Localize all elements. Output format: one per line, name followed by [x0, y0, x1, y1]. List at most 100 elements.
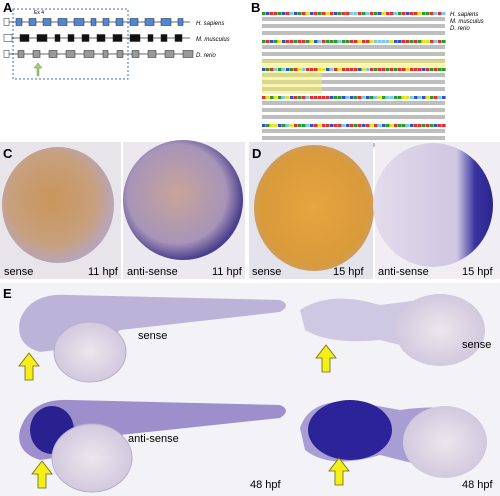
conservation-bar: [398, 40, 402, 43]
conservation-bar: [418, 96, 422, 99]
condition-label: sense: [462, 339, 491, 351]
exon: [57, 18, 68, 26]
conservation-bar: [370, 68, 374, 71]
conservation-bar: [318, 124, 322, 127]
conservation-bar: [390, 96, 394, 99]
conservation-bar: [442, 124, 446, 127]
conservation-bar: [286, 68, 290, 71]
conservation-bar: [398, 68, 402, 71]
species-name: D. rerio: [196, 53, 216, 59]
conservation-bar: [318, 68, 322, 71]
conservation-bar: [366, 12, 370, 15]
conservation-bar: [378, 68, 382, 71]
exon: [48, 50, 58, 58]
conservation-bar: [382, 68, 386, 71]
exon: [83, 50, 95, 58]
conservation-bar: [346, 124, 350, 127]
highlight: [262, 72, 322, 94]
conservation-bar: [314, 68, 318, 71]
conservation-bar: [310, 96, 314, 99]
conservation-bar: [422, 96, 426, 99]
conservation-bar: [266, 12, 270, 15]
conservation-bar: [350, 40, 354, 43]
conservation-bar: [414, 96, 418, 99]
conservation-bar: [302, 124, 306, 127]
conservation-bar: [366, 68, 370, 71]
conservation-bar: [338, 12, 342, 15]
conservation-bar: [286, 40, 290, 43]
exon: [144, 18, 155, 26]
conservation-bar: [326, 96, 330, 99]
conservation-bar: [338, 40, 342, 43]
conservation-bar: [278, 96, 282, 99]
conservation-bar: [430, 40, 434, 43]
conservation-bar: [386, 124, 390, 127]
conservation-bar: [306, 12, 310, 15]
exon: [116, 50, 124, 58]
yolk: [395, 294, 485, 366]
exon: [67, 34, 75, 42]
conservation-bar: [422, 124, 426, 127]
conservation-bar: [274, 96, 278, 99]
conservation-bar: [362, 40, 366, 43]
conservation-bar: [330, 68, 334, 71]
exon: [32, 50, 41, 58]
panel-label: A: [3, 0, 13, 15]
conservation-bar: [382, 124, 386, 127]
conservation-bar: [426, 12, 430, 15]
conservation-bar: [282, 40, 286, 43]
sequence-line: [262, 17, 445, 21]
condition-label: anti-sense: [128, 433, 179, 445]
panel-label: B: [251, 0, 260, 15]
exon: [102, 50, 109, 58]
conservation-bar: [430, 96, 434, 99]
sequence-line: [262, 52, 445, 56]
exon-label: Ex 4: [34, 10, 44, 16]
conservation-bar: [382, 40, 386, 43]
conservation-bar: [386, 96, 390, 99]
conservation-bar: [262, 96, 266, 99]
exon: [147, 50, 157, 58]
conservation-bar: [358, 96, 362, 99]
conservation-bar: [334, 12, 338, 15]
conservation-bar: [290, 96, 294, 99]
conservation-bar: [426, 68, 430, 71]
conservation-bar: [266, 68, 270, 71]
conservation-bar: [322, 96, 326, 99]
conservation-bar: [378, 12, 382, 15]
conservation-bar: [438, 40, 442, 43]
conservation-bar: [410, 96, 414, 99]
species-name: D. rerio: [450, 26, 470, 32]
conservation-bar: [378, 96, 382, 99]
conservation-bar: [386, 68, 390, 71]
exon: [3, 18, 10, 26]
conservation-bar: [406, 96, 410, 99]
exon: [54, 34, 61, 42]
conservation-bar: [274, 124, 278, 127]
stain: [308, 400, 392, 460]
panel-d: D sense 15 hpf anti-sense 15 hpf: [249, 142, 500, 279]
conservation-bar: [298, 68, 302, 71]
conservation-bar: [342, 124, 346, 127]
conservation-bar: [358, 40, 362, 43]
arrow: [328, 457, 350, 486]
exon: [160, 18, 172, 26]
embryo: [123, 140, 243, 260]
conservation-bar: [278, 40, 282, 43]
conservation-bar: [418, 40, 422, 43]
conservation-bar: [294, 68, 298, 71]
exon: [174, 34, 183, 42]
conservation-bar: [434, 68, 438, 71]
conservation-bar: [306, 124, 310, 127]
stage-label: 15 hpf: [333, 266, 365, 278]
stage-label: 15 hpf: [462, 266, 494, 278]
conservation-bar: [410, 68, 414, 71]
conservation-bar: [290, 40, 294, 43]
conservation-bar: [438, 124, 442, 127]
conservation-bar: [270, 40, 274, 43]
conservation-bar: [426, 96, 430, 99]
exon: [129, 34, 141, 42]
exon: [131, 50, 140, 58]
conservation-bar: [370, 96, 374, 99]
conservation-bar: [354, 68, 358, 71]
